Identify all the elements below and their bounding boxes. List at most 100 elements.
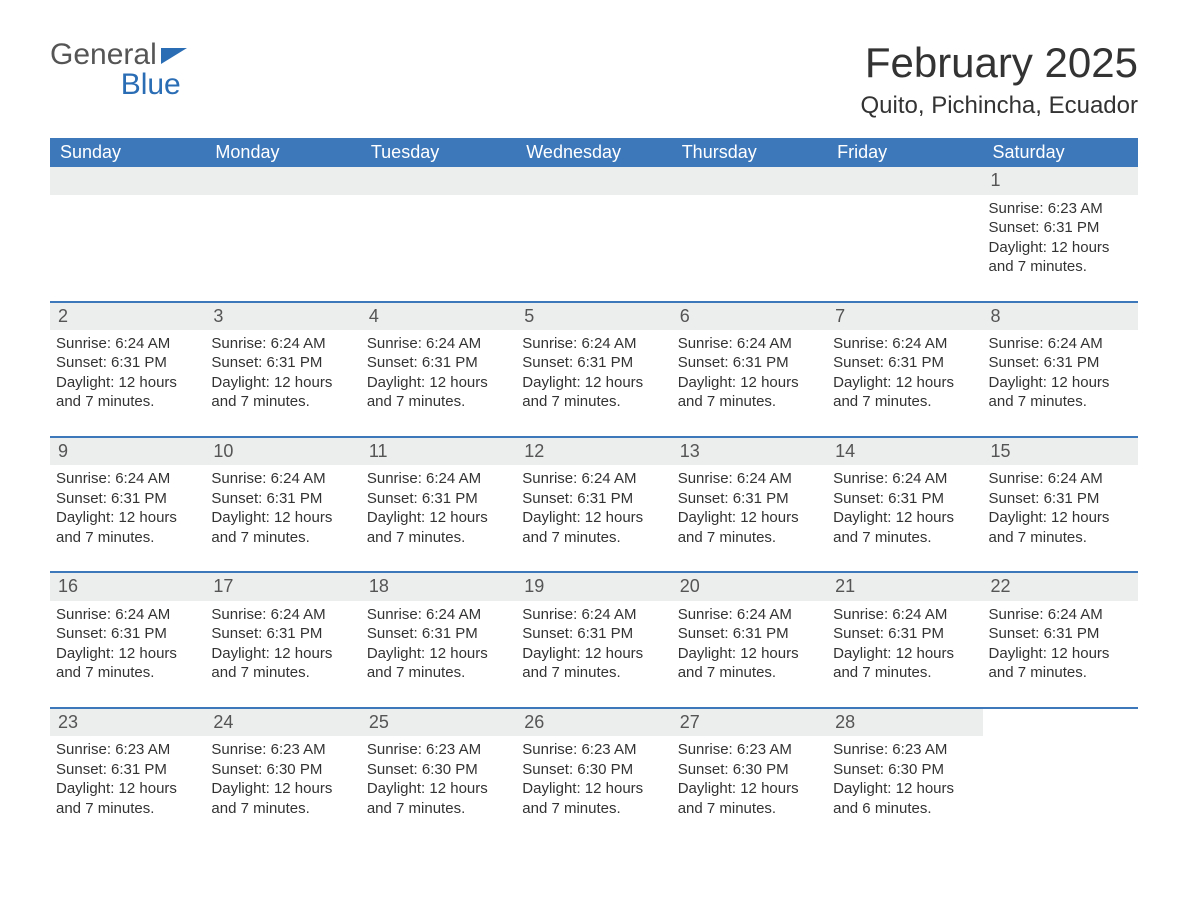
day-number-bar (50, 167, 205, 194)
dl1-text: Daylight: 12 hours (367, 644, 510, 664)
sunset-text: Sunset: 6:31 PM (367, 624, 510, 644)
sunrise-text: Sunrise: 6:24 AM (989, 469, 1132, 489)
dl1-text: Daylight: 12 hours (522, 373, 665, 393)
sunrise-text: Sunrise: 6:24 AM (678, 605, 821, 625)
dl1-text: Daylight: 12 hours (211, 508, 354, 528)
sunrise-text: Sunrise: 6:24 AM (211, 334, 354, 354)
sunrise-text: Sunrise: 6:24 AM (56, 469, 199, 489)
sunset-text: Sunset: 6:31 PM (56, 489, 199, 509)
calendar-day-cell: 23Sunrise: 6:23 AMSunset: 6:31 PMDayligh… (50, 708, 205, 842)
day-number: 11 (361, 438, 516, 465)
sunset-text: Sunset: 6:31 PM (989, 489, 1132, 509)
dl2-text: and 7 minutes. (211, 392, 354, 412)
flag-icon (161, 48, 187, 64)
day-number: 4 (361, 303, 516, 330)
col-tuesday: Tuesday (361, 138, 516, 167)
day-number-bar (205, 167, 360, 194)
calendar-week-row: 16Sunrise: 6:24 AMSunset: 6:31 PMDayligh… (50, 572, 1138, 707)
calendar-day-cell: 26Sunrise: 6:23 AMSunset: 6:30 PMDayligh… (516, 708, 671, 842)
dl1-text: Daylight: 12 hours (56, 508, 199, 528)
brand-word-2: Blue (50, 70, 187, 100)
day-number: 20 (672, 573, 827, 600)
calendar-week-row: 2Sunrise: 6:24 AMSunset: 6:31 PMDaylight… (50, 302, 1138, 437)
dl2-text: and 6 minutes. (833, 799, 976, 819)
col-wednesday: Wednesday (516, 138, 671, 167)
day-number: 22 (983, 573, 1138, 600)
dl2-text: and 7 minutes. (989, 392, 1132, 412)
sunrise-text: Sunrise: 6:24 AM (522, 334, 665, 354)
day-number: 3 (205, 303, 360, 330)
dl2-text: and 7 minutes. (211, 663, 354, 683)
calendar-day-cell (516, 167, 671, 301)
dl1-text: Daylight: 12 hours (678, 508, 821, 528)
calendar-day-cell (672, 167, 827, 301)
dl1-text: Daylight: 12 hours (367, 779, 510, 799)
dl1-text: Daylight: 12 hours (833, 373, 976, 393)
day-number: 19 (516, 573, 671, 600)
dl2-text: and 7 minutes. (522, 392, 665, 412)
sunrise-text: Sunrise: 6:24 AM (56, 605, 199, 625)
sunrise-text: Sunrise: 6:24 AM (367, 469, 510, 489)
sunset-text: Sunset: 6:31 PM (678, 624, 821, 644)
calendar-day-cell (827, 167, 982, 301)
sunrise-text: Sunrise: 6:23 AM (833, 740, 976, 760)
dl1-text: Daylight: 12 hours (367, 373, 510, 393)
dl1-text: Daylight: 12 hours (833, 508, 976, 528)
day-number: 23 (50, 709, 205, 736)
dl1-text: Daylight: 12 hours (989, 508, 1132, 528)
day-number: 15 (983, 438, 1138, 465)
day-number: 14 (827, 438, 982, 465)
sunset-text: Sunset: 6:31 PM (522, 353, 665, 373)
sunset-text: Sunset: 6:31 PM (522, 624, 665, 644)
sunrise-text: Sunrise: 6:24 AM (833, 605, 976, 625)
calendar-day-cell: 17Sunrise: 6:24 AMSunset: 6:31 PMDayligh… (205, 572, 360, 707)
sunset-text: Sunset: 6:31 PM (56, 624, 199, 644)
dl2-text: and 7 minutes. (367, 799, 510, 819)
col-saturday: Saturday (983, 138, 1138, 167)
col-monday: Monday (205, 138, 360, 167)
sunrise-text: Sunrise: 6:24 AM (678, 469, 821, 489)
brand-logo: General Blue (50, 40, 187, 100)
dl2-text: and 7 minutes. (522, 799, 665, 819)
dl2-text: and 7 minutes. (833, 392, 976, 412)
title-block: February 2025 Quito, Pichincha, Ecuador (861, 40, 1139, 120)
calendar-day-cell: 24Sunrise: 6:23 AMSunset: 6:30 PMDayligh… (205, 708, 360, 842)
calendar-day-cell: 15 Sunrise: 6:24 AMSunset: 6:31 PMDayligh… (983, 437, 1138, 572)
calendar-week-row: 9Sunrise: 6:24 AMSunset: 6:31 PMDaylight… (50, 437, 1138, 572)
sunset-text: Sunset: 6:31 PM (989, 353, 1132, 373)
dl2-text: and 7 minutes. (522, 528, 665, 548)
dl2-text: and 7 minutes. (989, 663, 1132, 683)
day-number: 25 (361, 709, 516, 736)
calendar-day-cell: 6Sunrise: 6:24 AMSunset: 6:31 PMDaylight… (672, 302, 827, 437)
day-number: 24 (205, 709, 360, 736)
calendar-day-cell: 3Sunrise: 6:24 AMSunset: 6:31 PMDaylight… (205, 302, 360, 437)
day-number: 18 (361, 573, 516, 600)
sunrise-text: Sunrise: 6:24 AM (833, 334, 976, 354)
dl1-text: Daylight: 12 hours (678, 373, 821, 393)
col-thursday: Thursday (672, 138, 827, 167)
dl2-text: and 7 minutes. (678, 392, 821, 412)
day-number: 10 (205, 438, 360, 465)
sunset-text: Sunset: 6:31 PM (367, 489, 510, 509)
sunset-text: Sunset: 6:31 PM (211, 353, 354, 373)
dl1-text: Daylight: 12 hours (833, 644, 976, 664)
calendar-day-cell: 27Sunrise: 6:23 AMSunset: 6:30 PMDayligh… (672, 708, 827, 842)
calendar-day-cell: 1Sunrise: 6:23 AMSunset: 6:31 PMDaylight… (983, 167, 1138, 301)
day-number: 28 (827, 709, 982, 736)
brand-word-1: General (50, 40, 157, 70)
calendar-day-cell: 16Sunrise: 6:24 AMSunset: 6:31 PMDayligh… (50, 572, 205, 707)
dl1-text: Daylight: 12 hours (989, 644, 1132, 664)
dl2-text: and 7 minutes. (678, 528, 821, 548)
calendar-day-cell: 19Sunrise: 6:24 AMSunset: 6:31 PMDayligh… (516, 572, 671, 707)
sunrise-text: Sunrise: 6:23 AM (367, 740, 510, 760)
day-number: 8 (983, 303, 1138, 330)
sunset-text: Sunset: 6:31 PM (989, 624, 1132, 644)
dl1-text: Daylight: 12 hours (678, 644, 821, 664)
calendar-week-row: 23Sunrise: 6:23 AMSunset: 6:31 PMDayligh… (50, 708, 1138, 842)
dl2-text: and 7 minutes. (56, 799, 199, 819)
sunrise-text: Sunrise: 6:23 AM (989, 199, 1132, 219)
day-number-bar (672, 167, 827, 194)
sunset-text: Sunset: 6:31 PM (211, 624, 354, 644)
sunrise-text: Sunrise: 6:23 AM (522, 740, 665, 760)
sunset-text: Sunset: 6:31 PM (833, 624, 976, 644)
